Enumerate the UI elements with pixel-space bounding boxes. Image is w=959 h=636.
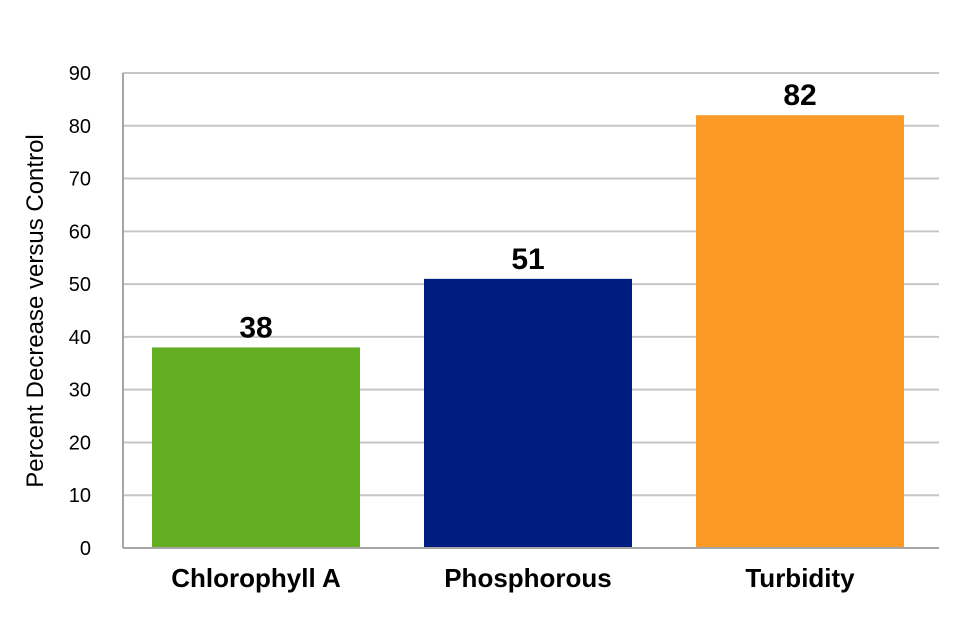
bar-turbidity [696,115,904,548]
y-tick-label: 70 [69,169,91,191]
bars [152,115,904,548]
axes [122,73,939,549]
y-tick-label: 10 [69,485,91,507]
y-tick-label: 90 [69,63,91,85]
y-tick-label: 80 [69,116,91,138]
y-tick-label: 20 [69,432,91,454]
y-tick-label: 60 [69,221,91,243]
data-labels: 38 51 82 [239,79,816,344]
bar-chlorophyll-a [152,347,360,548]
category-label: Turbidity [745,563,855,593]
category-labels: Chlorophyll A Phosphorous Turbidity [171,563,855,593]
y-tick-label: 0 [80,538,91,560]
data-label: 51 [511,243,544,276]
bar-phosphorous [424,278,632,548]
y-tick-label: 40 [69,327,91,349]
category-label: Phosphorous [444,563,612,593]
y-axis-title: Percent Decrease versus Control [22,134,49,487]
y-tick-label: 30 [69,380,91,402]
y-tick-label: 50 [69,274,91,296]
data-label: 38 [239,311,272,344]
category-label: Chlorophyll A [171,563,341,593]
y-tick-labels: 0 10 20 30 40 50 60 70 80 90 [69,63,91,560]
data-label: 82 [783,79,816,112]
